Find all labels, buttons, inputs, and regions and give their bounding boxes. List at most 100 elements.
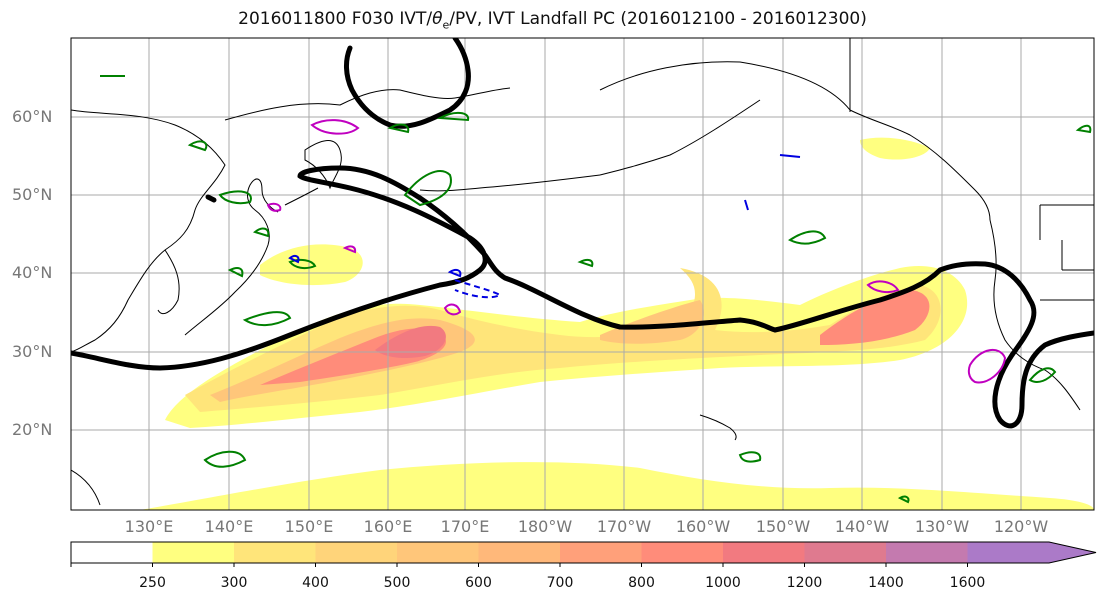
title-theta: θ — [432, 9, 443, 29]
theta-contour-7 — [738, 451, 762, 463]
lon-label: 150°E — [284, 517, 334, 536]
colorbar-tick-label: 1600 — [949, 575, 986, 591]
colorbar — [70, 541, 1097, 567]
lon-label: 160°E — [363, 517, 413, 536]
theta-contour-3 — [218, 190, 252, 205]
lat-label: 40°N — [12, 263, 53, 282]
colorbar-outline — [70, 541, 1097, 564]
pv-contour-11 — [744, 199, 749, 211]
pv-contour-5 — [866, 280, 900, 294]
colorbar-tick-label: 1000 — [705, 575, 741, 591]
colorbar-tick-label: 800 — [628, 575, 655, 591]
colorbar-tick-label: 600 — [465, 575, 492, 591]
lon-label: 160°W — [675, 517, 731, 536]
lon-label: 130°E — [124, 517, 174, 536]
pv-contour-3 — [342, 245, 357, 254]
lon-label: 150°W — [755, 517, 811, 536]
theta-contour-11 — [436, 112, 470, 122]
colorbar-segment — [71, 542, 153, 563]
gridlines — [71, 38, 1094, 510]
theta-contour-13 — [1075, 124, 1092, 134]
coast-kuril — [284, 187, 319, 206]
theta-contour-6 — [788, 230, 827, 245]
theta-contour-1 — [403, 170, 452, 207]
title-prefix: 2016011800 F030 IVT/ — [238, 9, 433, 29]
pv-contour-6 — [967, 349, 1007, 384]
lat-label: 50°N — [12, 185, 53, 204]
lat-label: 30°N — [12, 342, 53, 361]
lon-label: 170°E — [440, 517, 490, 536]
theta-contour-5 — [203, 450, 247, 468]
pv-contour-4 — [443, 303, 462, 316]
title-subscript: e — [442, 18, 450, 32]
pc-contour-north — [344, 38, 471, 129]
colorbar-tick-label: 1400 — [868, 575, 904, 591]
lon-label: 170°W — [596, 517, 652, 536]
pv-contour-7 — [454, 279, 503, 299]
colorbar-tick-label: 300 — [220, 575, 248, 591]
map-area — [71, 38, 1094, 510]
ivt-core-east — [820, 290, 930, 345]
pv-contour-8 — [447, 268, 462, 278]
colorbar-segment — [886, 542, 968, 563]
theta-contour-8 — [1028, 367, 1057, 383]
ivt-band-west — [185, 268, 941, 412]
borders — [849, 38, 1094, 301]
colorbar-tick-label: 400 — [302, 575, 329, 591]
pv-contour-9 — [779, 154, 801, 158]
map-title: 2016011800 F030 IVT/θe/PV, IVT Landfall … — [0, 9, 1105, 31]
coast-hawaii — [699, 414, 737, 441]
coast-alaska — [599, 61, 991, 221]
theta-contour-15 — [227, 267, 244, 278]
colorbar-tick-label: 250 — [139, 575, 166, 591]
colorbar-segment — [641, 542, 724, 563]
lat-label: 20°N — [12, 420, 53, 439]
pv-contours — [266, 119, 1007, 384]
colorbar-tick-label: 700 — [546, 575, 574, 591]
pv-contour-2 — [266, 202, 282, 212]
coastlines — [71, 61, 1081, 506]
colorbar-segment — [397, 542, 479, 563]
coast-na-west — [989, 219, 1046, 371]
ivt-north-patch — [260, 244, 363, 286]
colorbar-segment — [234, 542, 316, 563]
lon-label: 140°W — [834, 517, 890, 536]
coast-alaska-peninsula — [599, 99, 761, 176]
lon-label: 180°W — [517, 517, 573, 536]
coast-aleutians — [419, 174, 601, 192]
lat-label: 60°N — [12, 107, 53, 126]
colorbar-segment — [152, 542, 235, 563]
coast-philippines — [71, 469, 101, 506]
ivt-core-3 — [375, 325, 446, 358]
theta-contour-4 — [242, 311, 292, 326]
theta-contour-10 — [387, 123, 410, 134]
colorbar-segment — [804, 542, 887, 563]
map-frame — [70, 37, 1095, 511]
colorbar-tick-label: 500 — [383, 575, 411, 591]
ivt-alaska-patch — [860, 137, 930, 160]
colorbar-tick-label: 1200 — [786, 575, 823, 591]
lon-label: 130°W — [914, 517, 970, 536]
colorbar-segment — [315, 542, 398, 563]
theta-contour-2 — [187, 140, 208, 152]
lon-label: 140°E — [204, 517, 254, 536]
lon-label: 120°W — [993, 517, 1049, 536]
theta-contour-12 — [577, 258, 594, 268]
coast-baja — [1044, 369, 1081, 411]
theta-contour-16 — [897, 495, 910, 504]
theta-contour-14 — [252, 227, 270, 238]
colorbar-segment — [967, 542, 1096, 563]
pv-contour-1 — [310, 119, 360, 135]
ivt-south-band — [140, 462, 1094, 510]
theta-e-contours — [100, 75, 1092, 504]
coast-japan — [184, 178, 279, 336]
ivt-shading — [140, 137, 1094, 510]
colorbar-segment — [723, 542, 805, 563]
pc-contour-main — [71, 165, 1094, 429]
pc-contours — [71, 38, 1094, 429]
colorbar-segment — [478, 542, 561, 563]
pv-contour-10 — [288, 254, 300, 264]
title-suffix: /PV, IVT Landfall PC (2016012100 - 20160… — [449, 9, 867, 29]
pc-contour-dot — [205, 194, 217, 203]
